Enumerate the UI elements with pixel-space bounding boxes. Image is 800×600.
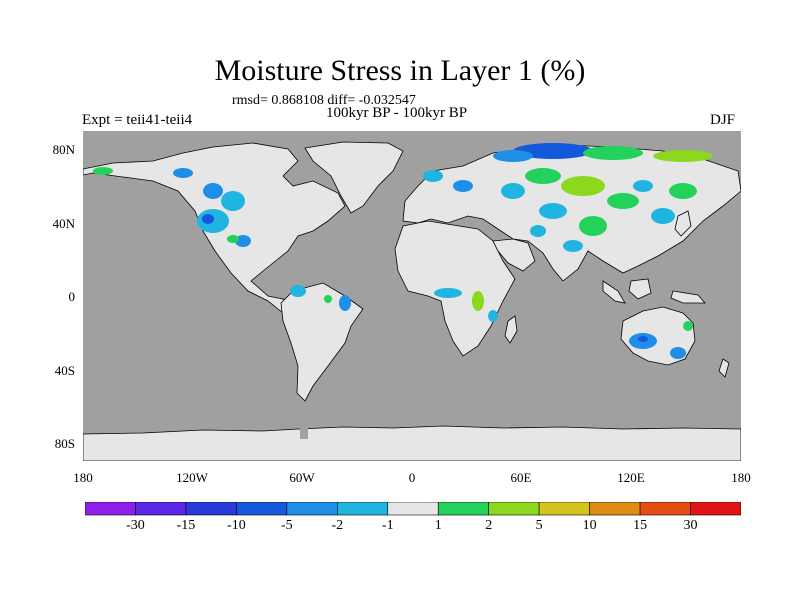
lon-label-60e: 60E bbox=[510, 470, 532, 485]
anomaly-patch bbox=[453, 180, 473, 192]
colorbar-swatch bbox=[538, 502, 590, 516]
landmass-borneo bbox=[628, 278, 652, 300]
anomaly-patch bbox=[651, 208, 675, 224]
lat-label-40n: 40N bbox=[52, 216, 75, 231]
landmass-arabia bbox=[492, 238, 536, 272]
anomaly-patch bbox=[472, 291, 484, 311]
anomaly-patch bbox=[227, 235, 239, 243]
colorbar-swatch bbox=[286, 502, 338, 516]
anomaly-patch bbox=[493, 150, 533, 162]
lon-label-0: 0 bbox=[408, 470, 416, 485]
colorbar-label: 1 bbox=[434, 518, 442, 533]
landmass-antarctica bbox=[83, 425, 741, 461]
colorbar-swatch bbox=[437, 502, 489, 516]
colorbar bbox=[85, 502, 741, 516]
anomaly-patch bbox=[633, 180, 653, 192]
anomaly-patch bbox=[563, 240, 583, 252]
season-label: DJF bbox=[710, 112, 736, 128]
anomaly-patch bbox=[434, 288, 462, 298]
anomaly-patch bbox=[324, 295, 332, 303]
colorbar-swatch bbox=[488, 502, 540, 516]
anomaly-patch bbox=[221, 191, 245, 211]
world-map bbox=[83, 131, 741, 461]
antarctic-gap bbox=[300, 427, 308, 439]
colorbar-label: 5 bbox=[535, 518, 543, 533]
anomaly-patch bbox=[561, 176, 605, 196]
map-title: Moisture Stress in Layer 1 (%) bbox=[214, 54, 586, 87]
anomaly-patch bbox=[525, 168, 561, 184]
anomaly-patch bbox=[670, 347, 686, 359]
colorbar-label: -30 bbox=[126, 518, 145, 533]
landmass-new-guinea bbox=[670, 290, 706, 304]
colorbar-label: 10 bbox=[582, 518, 597, 533]
anomaly-patch bbox=[202, 214, 214, 224]
landmass-madagascar bbox=[504, 315, 518, 344]
experiment-label: Expt = teii41-teii4 bbox=[82, 112, 193, 128]
anomaly-patches bbox=[93, 143, 713, 359]
lat-label-80n: 80N bbox=[52, 142, 75, 157]
colorbar-label: -15 bbox=[176, 518, 196, 533]
anomaly-patch bbox=[501, 183, 525, 199]
anomaly-patch bbox=[579, 216, 607, 236]
colorbar-swatch bbox=[135, 502, 187, 516]
colorbar-label: 2 bbox=[485, 518, 493, 533]
lon-label-180w: 180 bbox=[73, 470, 93, 485]
colorbar-swatch bbox=[639, 502, 691, 516]
landmass-greenland bbox=[304, 141, 404, 214]
colorbar-swatch bbox=[85, 502, 136, 516]
colorbar-swatch bbox=[337, 502, 389, 516]
stats-subtitle: rmsd= 0.868108 diff= -0.032547 bbox=[232, 93, 416, 108]
colorbar-swatch bbox=[589, 502, 641, 516]
landmass-new-zealand bbox=[718, 358, 730, 378]
anomaly-patch bbox=[607, 193, 639, 209]
lon-label-120w: 120W bbox=[176, 470, 208, 485]
anomaly-patch bbox=[683, 321, 693, 331]
anomaly-patch bbox=[653, 150, 713, 162]
landmass-south-america bbox=[280, 282, 364, 402]
landmass-sumatra bbox=[602, 280, 626, 304]
anomaly-patch bbox=[669, 183, 697, 199]
colorbar-label: -5 bbox=[281, 518, 293, 533]
lon-label-120e: 120E bbox=[617, 470, 645, 485]
colorbar-swatch bbox=[236, 502, 288, 516]
anomaly-patch bbox=[539, 203, 567, 219]
lat-label-40s: 40S bbox=[54, 363, 75, 378]
lon-label-180e: 180 bbox=[731, 470, 751, 485]
landmass-africa bbox=[394, 220, 516, 357]
colorbar-label: -2 bbox=[331, 518, 344, 533]
anomaly-patch bbox=[290, 285, 306, 297]
anomaly-patch bbox=[93, 167, 113, 175]
colorbar-label: -1 bbox=[381, 518, 394, 533]
anomaly-patch bbox=[339, 295, 351, 311]
lon-label-60w: 60W bbox=[289, 470, 315, 485]
anomaly-patch bbox=[488, 310, 498, 322]
period-subtitle: 100kyr BP - 100kyr BP bbox=[326, 105, 468, 121]
colorbar-swatch bbox=[185, 502, 237, 516]
colorbar-label: -10 bbox=[227, 518, 246, 533]
anomaly-patch bbox=[513, 143, 593, 159]
lat-label-0: 0 bbox=[68, 289, 76, 304]
anomaly-patch bbox=[530, 225, 546, 237]
anomaly-patch bbox=[203, 183, 223, 199]
anomaly-patch bbox=[235, 235, 251, 247]
lat-label-80s: 80S bbox=[54, 436, 75, 451]
anomaly-patch bbox=[638, 336, 648, 342]
colorbar-label: 30 bbox=[683, 518, 698, 533]
colorbar-label: 15 bbox=[633, 518, 648, 533]
landmass-japan bbox=[674, 210, 692, 237]
anomaly-patch bbox=[583, 146, 643, 160]
colorbar-swatch bbox=[690, 502, 741, 516]
colorbar-swatch bbox=[387, 502, 439, 516]
anomaly-patch bbox=[423, 170, 443, 182]
anomaly-patch bbox=[173, 168, 193, 178]
